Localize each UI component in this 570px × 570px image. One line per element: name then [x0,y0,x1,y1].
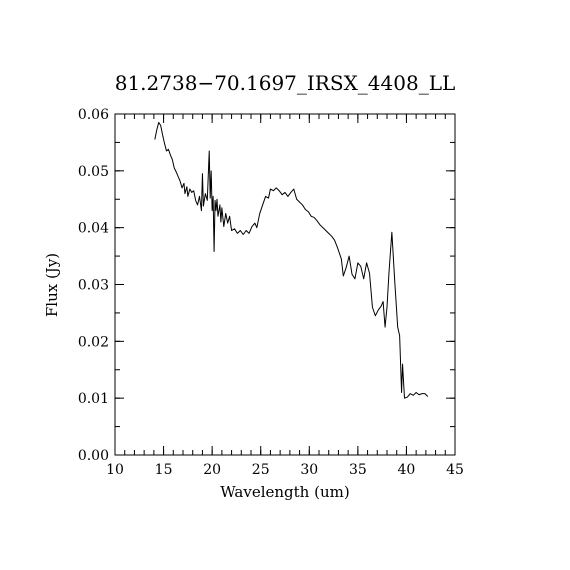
x-tick-label: 20 [203,462,221,478]
y-tick-label: 0.01 [78,391,109,407]
x-tick-label: 45 [446,462,464,478]
x-tick-label: 40 [398,462,416,478]
x-tick-label: 35 [349,462,367,478]
chart-title: 81.2738−70.1697_IRSX_4408_LL [115,71,456,95]
y-tick-label: 0.02 [78,334,109,350]
y-tick-labels: 0.00 0.01 0.02 0.03 0.04 0.05 0.06 [78,107,109,464]
x-tick-label: 25 [252,462,270,478]
y-tick-label: 0.06 [78,107,109,123]
x-tick-labels: 10 15 20 25 30 35 40 45 [106,462,464,478]
axis-ticks [114,113,456,456]
plot-area-border [114,113,456,456]
x-tick-label: 10 [106,462,124,478]
y-tick-label: 0.03 [78,278,109,294]
y-tick-label: 0.05 [78,164,109,180]
plot-frame [114,113,456,456]
y-axis-label: Flux (Jy) [43,253,61,317]
x-axis-label: Wavelength (um) [220,483,349,501]
series-line-flux [154,122,429,399]
x-tick-label: 30 [300,462,318,478]
y-tick-label: 0.04 [78,221,109,237]
y-tick-label: 0.00 [78,448,109,464]
x-tick-label: 15 [155,462,173,478]
